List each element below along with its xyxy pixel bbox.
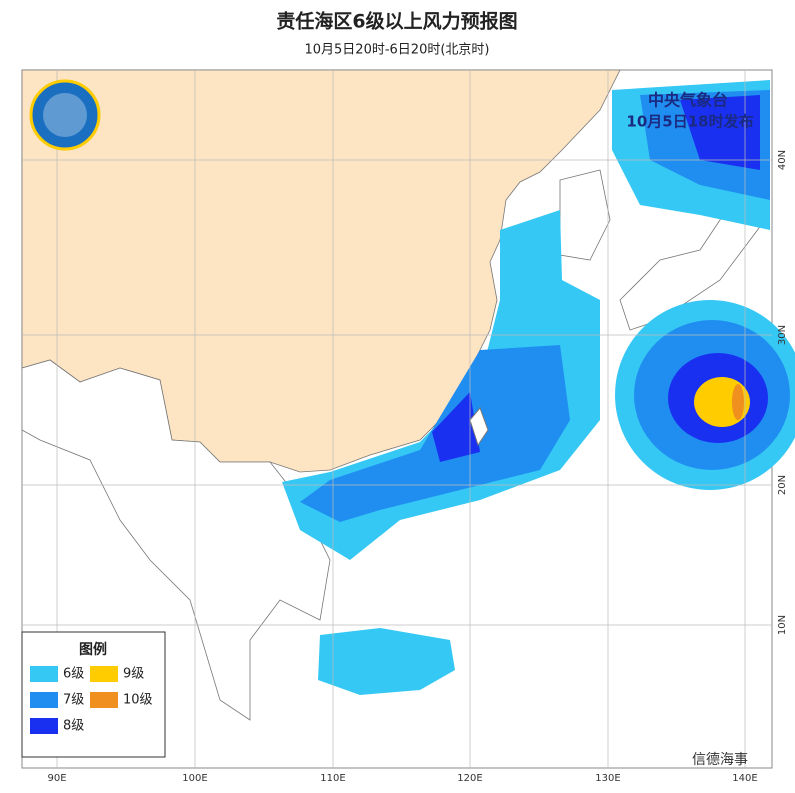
longitude-labels: 90E 100E 110E 120E 130E 140E xyxy=(47,773,757,784)
subtitle: 10月5日20时-6日20时(北京时) xyxy=(304,43,489,58)
latitude-label: 10N xyxy=(777,615,788,635)
latitude-label: 40N xyxy=(777,150,788,170)
legend-label: 9级 xyxy=(123,667,144,682)
legend-label: 10级 xyxy=(123,693,153,708)
longitude-label: 90E xyxy=(47,773,66,784)
longitude-label: 120E xyxy=(457,773,482,784)
watermark: 信德海事 xyxy=(692,752,748,768)
longitude-label: 100E xyxy=(182,773,207,784)
legend-swatch xyxy=(90,692,118,708)
legend-swatch xyxy=(30,718,58,734)
legend-swatch xyxy=(30,692,58,708)
longitude-label: 110E xyxy=(320,773,345,784)
longitude-label: 140E xyxy=(732,773,757,784)
issuer-time: 10月5日18时发布 xyxy=(626,113,753,131)
map-area xyxy=(21,69,795,769)
latitude-labels: 40N 30N 20N 10N xyxy=(777,150,788,635)
legend-title: 图例 xyxy=(79,641,107,658)
legend-swatch xyxy=(90,666,118,682)
legend-swatch xyxy=(30,666,58,682)
legend-label: 6级 xyxy=(63,667,84,682)
latitude-label: 30N xyxy=(777,325,788,345)
title: 责任海区6级以上风力预报图 xyxy=(276,10,517,33)
legend-items: 6级 9级 7级 10级 8级 xyxy=(30,666,153,734)
issuer-name: 中央气象台 xyxy=(648,91,728,110)
longitude-label: 130E xyxy=(595,773,620,784)
legend-label: 8级 xyxy=(63,719,84,734)
latitude-label: 20N xyxy=(777,475,788,495)
legend-label: 7级 xyxy=(63,693,84,708)
